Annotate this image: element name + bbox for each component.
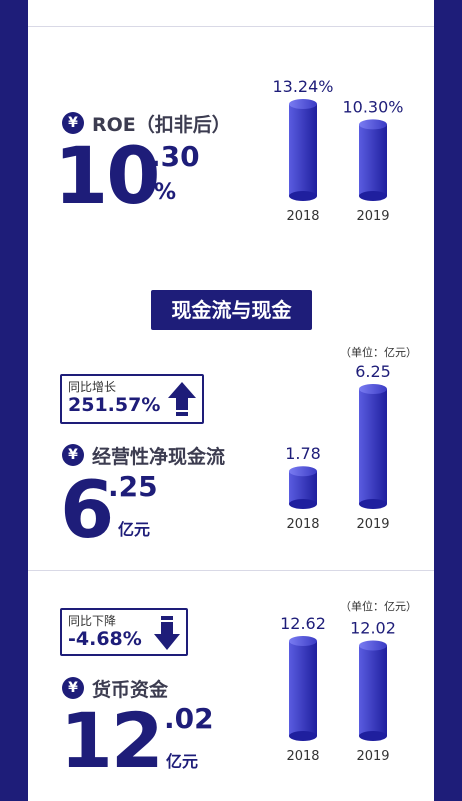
yen-icon: ¥: [62, 444, 84, 466]
cash-change-value: -4.68%: [68, 628, 142, 650]
roe-value-decimal: .30: [150, 140, 200, 173]
yen-icon: ¥: [62, 112, 84, 134]
bar: [359, 384, 387, 509]
yen-icon: ¥: [62, 677, 84, 699]
op-cash-change-label: 同比增长: [68, 380, 117, 394]
tick-label: 2018: [286, 517, 319, 532]
op-cash-change-box: 同比增长 251.57%: [60, 374, 204, 424]
roe-unit: %: [154, 180, 177, 205]
op-cash-unit-note: （单位：亿元）: [340, 346, 417, 359]
bar: [359, 640, 387, 741]
tick-label: 2019: [356, 209, 389, 224]
tick-label: 2019: [356, 749, 389, 764]
op-cash-change-value: 251.57%: [68, 394, 161, 416]
top-divider: [28, 26, 434, 27]
bar: [359, 119, 387, 201]
cash-unit-note: （单位：亿元）: [340, 600, 417, 613]
bar: [289, 636, 317, 741]
data-label: 6.25: [355, 362, 391, 381]
op-cash-value-integer: 6: [60, 466, 114, 556]
roe-label: ROE（扣非后）: [92, 114, 231, 136]
cash-label: 货币资金: [92, 679, 169, 701]
tick-label: 2018: [286, 749, 319, 764]
data-label: 12.02: [350, 619, 396, 638]
middle-divider: [28, 570, 434, 571]
cash-value-decimal: .02: [164, 702, 214, 735]
arrow-up-icon: [168, 382, 196, 416]
op-cash-label: 经营性净现金流: [92, 446, 226, 468]
data-label: 13.24%: [272, 77, 333, 96]
roe-value-integer: 10: [54, 132, 161, 222]
cash-change-box: 同比下降 -4.68%: [60, 608, 188, 656]
cash-unit: 亿元: [166, 752, 199, 771]
tick-label: 2018: [286, 209, 319, 224]
cash-change-label: 同比下降: [68, 614, 117, 628]
cashflow-section-title: 现金流与现金: [151, 290, 312, 330]
cash-value-integer: 12: [60, 696, 164, 785]
data-label: 10.30%: [342, 97, 403, 116]
arrow-down-icon: [154, 616, 180, 650]
op-cash-value-decimal: .25: [108, 470, 158, 503]
bar: [289, 99, 317, 201]
op-cash-unit: 亿元: [118, 520, 151, 539]
data-label: 12.62: [280, 614, 326, 633]
data-label: 1.78: [285, 444, 321, 463]
tick-label: 2019: [356, 517, 389, 532]
bar: [289, 466, 317, 509]
